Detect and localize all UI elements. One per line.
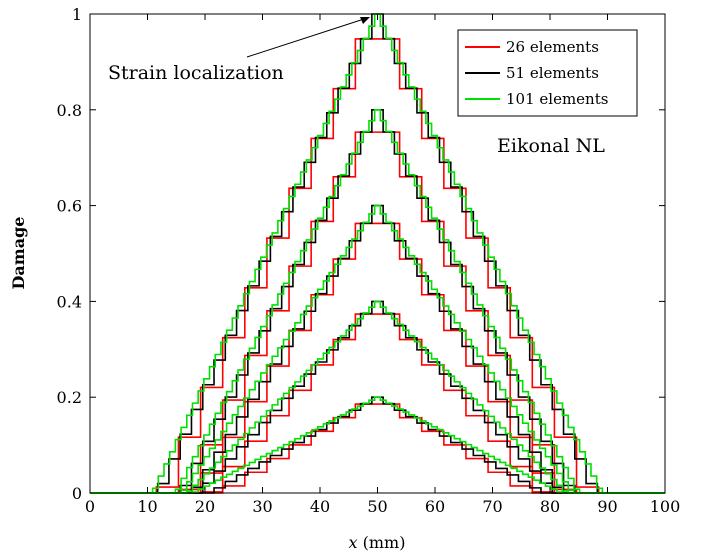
series-26-elements-level-3 (90, 222, 665, 494)
legend-label-51-elements: 51 elements (506, 64, 599, 82)
series-51-elements-level-3 (90, 204, 665, 494)
x-axis-title: x (mm) (349, 533, 406, 552)
x-tick-label-0: 0 (85, 497, 95, 516)
x-tick-label-60: 60 (425, 497, 445, 516)
x-tick-label-70: 70 (482, 497, 502, 516)
strain-localization-annotation: Strain localization (108, 62, 284, 84)
x-tick-label-20: 20 (195, 497, 215, 516)
x-tick-label-80: 80 (540, 497, 560, 516)
series-26-elements-level-1 (90, 403, 665, 494)
series-26-elements-level-4 (90, 131, 665, 494)
model-annotation: Eikonal NL (497, 135, 605, 157)
y-tick-label-0: 0 (72, 484, 82, 503)
y-tick-label-0.4: 0.4 (57, 292, 82, 311)
y-tick-label-0.2: 0.2 (57, 388, 82, 407)
series-101-elements-level-3 (90, 204, 665, 494)
y-tick-label-0.8: 0.8 (57, 101, 82, 120)
annotation-arrow (246, 18, 365, 58)
x-tick-label-100: 100 (650, 497, 681, 516)
x-tick-label-30: 30 (252, 497, 272, 516)
x-tick-label-90: 90 (597, 497, 617, 516)
series-101-elements-level-1 (90, 396, 665, 494)
series-26-elements-level-2 (90, 313, 665, 494)
axes: 0 10 20 30 40 50 60 70 80 90 100 0 0.2 0.4 0.6 0.8 1 (57, 5, 681, 516)
annotation-arrowhead (360, 17, 370, 24)
series-101-elements-level-4 (90, 109, 665, 494)
damage-curves (90, 13, 665, 494)
y-axis-title: Damage (9, 217, 28, 290)
legend: 26 elements 51 elements 101 elements (457, 29, 638, 117)
y-tick-label-0.6: 0.6 (57, 197, 82, 216)
x-tick-label-40: 40 (310, 497, 330, 516)
series-101-elements-level-2 (90, 300, 665, 494)
series-51-elements-level-1 (90, 396, 665, 494)
x-tick-label-10: 10 (137, 497, 157, 516)
x-axis-variable: x (349, 533, 358, 552)
y-tick-label-1: 1 (72, 5, 82, 24)
x-axis-unit: (mm) (358, 533, 406, 552)
x-tick-label-50: 50 (367, 497, 387, 516)
legend-label-101-elements: 101 elements (506, 90, 608, 108)
series-26-elements-level-5 (90, 38, 665, 494)
legend-label-26-elements: 26 elements (506, 38, 599, 56)
